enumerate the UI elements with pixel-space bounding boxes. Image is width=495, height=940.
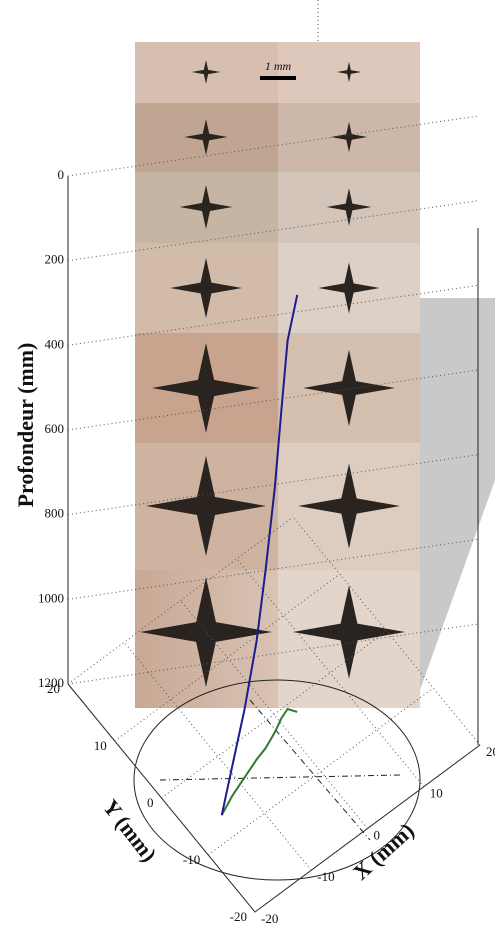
x-tick-label: 0 (374, 827, 381, 842)
crystal (146, 456, 266, 556)
x-tick-label: 20 (486, 744, 495, 759)
grid-line (207, 687, 434, 856)
crystal (179, 185, 233, 229)
crystal (326, 188, 372, 226)
x-axis-title: X (mm) (348, 818, 419, 885)
crystal (330, 121, 368, 153)
z-tick-label: 600 (45, 421, 65, 436)
x-tick-label: -20 (261, 911, 278, 926)
crystals (140, 60, 406, 687)
z-tick-label: 0 (58, 167, 65, 182)
z-tick-label: 1200 (38, 675, 64, 690)
y-tick-label: -20 (230, 909, 247, 924)
scale-bar-label: 1 mm (265, 59, 292, 73)
crystal (184, 119, 228, 155)
floor-axis (249, 699, 371, 841)
z-axis-title: Profondeur (mm) (13, 343, 38, 508)
y-tick-label: 0 (147, 795, 154, 810)
crystal (292, 585, 406, 679)
z-tick-label: 400 (45, 336, 65, 351)
grid-line (114, 573, 341, 742)
x-tick-label: -10 (317, 869, 334, 884)
projection-line (220, 707, 298, 816)
floor-circle (133, 679, 421, 881)
crystal (191, 60, 221, 84)
photo-panel (135, 42, 420, 708)
crystal (336, 61, 362, 83)
floor-axis (159, 774, 401, 781)
crystal (298, 463, 400, 549)
side-plane (420, 298, 495, 690)
crystal (303, 349, 395, 427)
z-tick-label: 1000 (38, 590, 64, 605)
y-tick-label: 10 (94, 738, 107, 753)
crystal (152, 343, 260, 433)
grid-line (67, 516, 294, 685)
z-tick-label: 800 (45, 506, 65, 521)
y-tick-label: -10 (183, 852, 200, 867)
z-tick-label: 200 (45, 252, 65, 267)
trajectory-line (220, 294, 299, 816)
crystal (170, 258, 242, 318)
x-tick-label: 10 (430, 786, 443, 801)
crystal (318, 262, 380, 314)
grid-line (161, 630, 387, 799)
y-tick-label: 20 (47, 681, 60, 696)
crystal (140, 577, 272, 687)
